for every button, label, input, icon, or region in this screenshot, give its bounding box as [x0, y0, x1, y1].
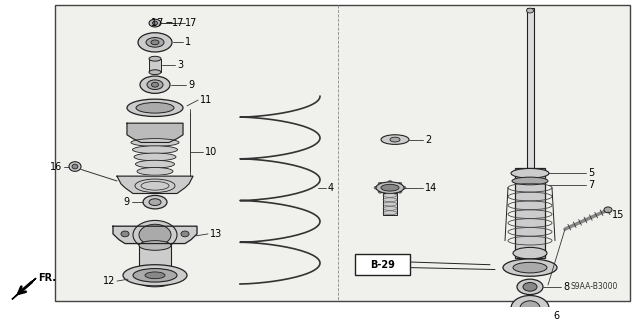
Ellipse shape — [149, 19, 161, 27]
Ellipse shape — [511, 168, 549, 178]
Ellipse shape — [136, 160, 175, 168]
Ellipse shape — [139, 241, 171, 250]
Ellipse shape — [143, 196, 167, 209]
Ellipse shape — [152, 21, 157, 25]
Ellipse shape — [151, 40, 159, 45]
Ellipse shape — [127, 99, 183, 116]
Text: 5: 5 — [588, 168, 595, 178]
Ellipse shape — [388, 192, 392, 195]
Bar — [355, 254, 410, 275]
Ellipse shape — [136, 102, 174, 113]
Ellipse shape — [604, 207, 612, 213]
Text: 17: 17 — [172, 18, 184, 28]
Bar — [515, 168, 545, 258]
Polygon shape — [127, 123, 183, 143]
Ellipse shape — [381, 135, 409, 145]
Text: 3: 3 — [177, 61, 183, 70]
Ellipse shape — [140, 76, 170, 93]
Ellipse shape — [378, 182, 382, 185]
Bar — [527, 8, 534, 178]
Ellipse shape — [527, 8, 534, 13]
Ellipse shape — [513, 248, 547, 259]
Text: 2: 2 — [425, 135, 431, 145]
Ellipse shape — [376, 182, 404, 194]
Polygon shape — [117, 176, 193, 194]
Ellipse shape — [511, 295, 549, 319]
Ellipse shape — [503, 259, 557, 276]
Ellipse shape — [72, 164, 78, 169]
Ellipse shape — [131, 139, 179, 146]
Text: 6: 6 — [553, 311, 559, 319]
Ellipse shape — [69, 162, 81, 171]
Text: 1: 1 — [185, 37, 191, 47]
Ellipse shape — [513, 262, 547, 273]
Ellipse shape — [181, 231, 189, 237]
Polygon shape — [12, 278, 36, 299]
Ellipse shape — [139, 224, 171, 245]
Text: 13: 13 — [210, 229, 222, 239]
Ellipse shape — [378, 190, 382, 193]
Text: 11: 11 — [200, 95, 212, 105]
Ellipse shape — [137, 167, 173, 175]
Ellipse shape — [390, 137, 400, 142]
Text: 12: 12 — [102, 276, 115, 286]
Bar — [383, 194, 397, 215]
Ellipse shape — [402, 186, 406, 189]
Ellipse shape — [149, 56, 161, 61]
Ellipse shape — [133, 220, 177, 249]
Ellipse shape — [512, 177, 548, 185]
Ellipse shape — [147, 80, 163, 90]
Bar — [55, 5, 630, 301]
Ellipse shape — [121, 231, 129, 237]
Ellipse shape — [138, 33, 172, 52]
Text: 17: 17 — [185, 18, 197, 28]
Text: 8: 8 — [563, 282, 569, 292]
Ellipse shape — [149, 199, 161, 205]
Ellipse shape — [398, 182, 402, 185]
Ellipse shape — [374, 186, 378, 189]
Ellipse shape — [146, 38, 164, 47]
Bar — [139, 245, 171, 282]
Ellipse shape — [388, 181, 392, 183]
Text: B-29: B-29 — [371, 260, 396, 270]
Ellipse shape — [134, 153, 176, 161]
Text: FR.: FR. — [38, 273, 56, 283]
Text: 9: 9 — [188, 80, 194, 90]
Ellipse shape — [139, 277, 171, 287]
Ellipse shape — [133, 269, 177, 282]
Ellipse shape — [398, 190, 402, 193]
Text: 17 ─: 17 ─ — [150, 18, 172, 28]
Bar — [149, 59, 161, 72]
Text: S9AA-B3000: S9AA-B3000 — [571, 282, 618, 291]
Ellipse shape — [149, 70, 161, 75]
Polygon shape — [113, 226, 197, 243]
Text: 14: 14 — [425, 183, 437, 193]
Text: 16: 16 — [50, 161, 62, 172]
Text: 7: 7 — [588, 180, 595, 190]
Ellipse shape — [523, 283, 537, 291]
Ellipse shape — [145, 272, 165, 279]
Text: 10: 10 — [205, 147, 217, 157]
Ellipse shape — [517, 279, 543, 294]
Text: 9: 9 — [124, 197, 130, 207]
Ellipse shape — [123, 265, 187, 286]
Ellipse shape — [381, 184, 399, 191]
Text: 4: 4 — [328, 183, 334, 193]
Ellipse shape — [152, 82, 159, 87]
Ellipse shape — [520, 301, 540, 315]
Ellipse shape — [132, 146, 177, 153]
Text: 15: 15 — [612, 210, 625, 220]
